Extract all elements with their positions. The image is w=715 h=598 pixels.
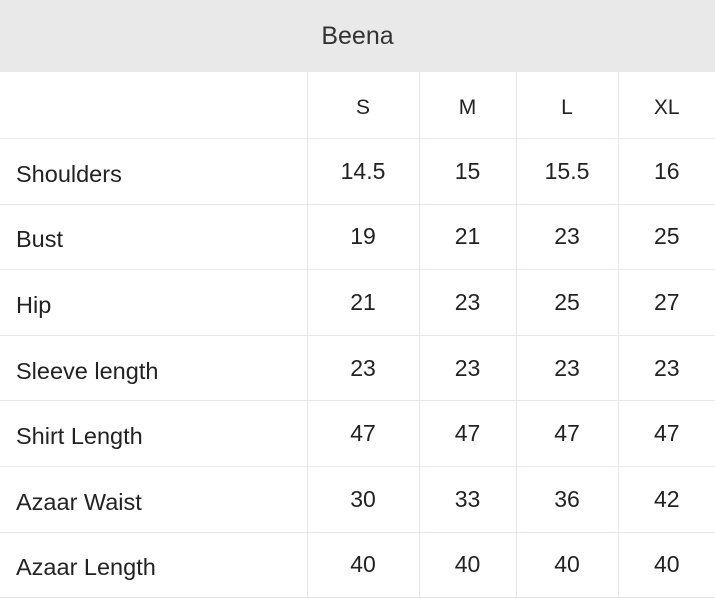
size-value: 40 bbox=[418, 531, 517, 598]
size-value: 19 bbox=[306, 203, 420, 271]
size-chart-title: Beena bbox=[0, 0, 715, 72]
column-header bbox=[0, 72, 308, 139]
size-value: 15 bbox=[418, 138, 517, 205]
measurement-label: Shoulders bbox=[0, 138, 308, 205]
size-value: 33 bbox=[418, 465, 517, 533]
column-header: XL bbox=[617, 72, 715, 139]
measurement-label: Shirt Length bbox=[0, 400, 308, 467]
header-row: S M L XL bbox=[0, 72, 715, 139]
size-value: 47 bbox=[306, 400, 420, 467]
size-value: 42 bbox=[617, 465, 715, 533]
size-value: 40 bbox=[306, 531, 420, 598]
size-value: 40 bbox=[515, 531, 619, 598]
size-value: 25 bbox=[515, 269, 619, 336]
measurement-label: Bust bbox=[0, 203, 308, 271]
size-value: 23 bbox=[617, 334, 715, 402]
measurement-label: Azaar Waist bbox=[0, 465, 308, 533]
table-row: Sleeve length 23 23 23 23 bbox=[0, 334, 715, 402]
size-value: 47 bbox=[418, 400, 517, 467]
size-value: 23 bbox=[418, 334, 517, 402]
size-value: 14.5 bbox=[306, 138, 420, 205]
size-value: 23 bbox=[418, 269, 517, 336]
size-value: 47 bbox=[617, 400, 715, 467]
measurement-label: Hip bbox=[0, 269, 308, 336]
size-value: 36 bbox=[515, 465, 619, 533]
size-value: 30 bbox=[306, 465, 420, 533]
size-value: 21 bbox=[306, 269, 420, 336]
size-value: 25 bbox=[617, 203, 715, 271]
column-header: M bbox=[418, 72, 517, 139]
table-row: Azaar Waist 30 33 36 42 bbox=[0, 465, 715, 533]
table-row: Hip 21 23 25 27 bbox=[0, 269, 715, 336]
size-value: 47 bbox=[515, 400, 619, 467]
size-chart-table: S M L XL Shoulders 14.5 15 15.5 16 Bust 19 21 23 25 Hi… bbox=[0, 72, 715, 598]
size-value: 40 bbox=[617, 531, 715, 598]
table-row: Shirt Length 47 47 47 47 bbox=[0, 400, 715, 467]
table-row: Azaar Length 40 40 40 40 bbox=[0, 531, 715, 598]
table-row: Bust 19 21 23 25 bbox=[0, 203, 715, 271]
size-value: 23 bbox=[515, 203, 619, 271]
measurement-label: Azaar Length bbox=[0, 531, 308, 598]
size-value: 23 bbox=[306, 334, 420, 402]
size-value: 23 bbox=[515, 334, 619, 402]
size-value: 27 bbox=[617, 269, 715, 336]
size-value: 21 bbox=[418, 203, 517, 271]
size-value: 16 bbox=[617, 138, 715, 205]
table-row: Shoulders 14.5 15 15.5 16 bbox=[0, 138, 715, 205]
column-header: S bbox=[306, 72, 420, 139]
measurement-label: Sleeve length bbox=[0, 334, 308, 402]
size-value: 15.5 bbox=[515, 138, 619, 205]
column-header: L bbox=[515, 72, 619, 139]
